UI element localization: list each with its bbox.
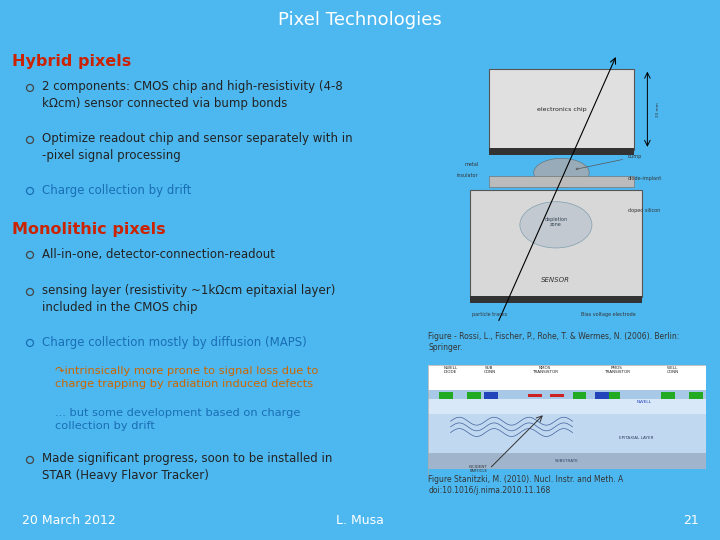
Bar	[689, 392, 703, 399]
Text: SUBSTRATE: SUBSTRATE	[555, 459, 579, 463]
Text: SENSOR: SENSOR	[541, 276, 570, 283]
Text: Pixel Technologies: Pixel Technologies	[278, 11, 442, 29]
Text: 20 March 2012: 20 March 2012	[22, 514, 115, 526]
Bar	[581, 399, 686, 416]
Text: diode-implant: diode-implant	[628, 176, 662, 181]
Bar	[428, 364, 706, 393]
Text: insulator: insulator	[456, 173, 478, 178]
Bar	[439, 392, 454, 399]
Text: EPITAXIAL LAYER: EPITAXIAL LAYER	[619, 436, 654, 440]
Text: All-in-one, detector-connection-readout: All-in-one, detector-connection-readout	[42, 248, 275, 261]
Text: Monolithic pixels: Monolithic pixels	[12, 222, 166, 237]
Text: Bias voltage electrode: Bias voltage electrode	[581, 312, 636, 317]
Text: electronics chip: electronics chip	[536, 107, 586, 112]
Text: L. Musa: L. Musa	[336, 514, 384, 526]
Text: SUB
CONN: SUB CONN	[483, 366, 495, 374]
Bar	[490, 176, 634, 187]
Text: 21: 21	[683, 514, 698, 526]
Text: Hybrid pixels: Hybrid pixels	[12, 54, 131, 69]
Text: depletion
zone: depletion zone	[544, 217, 567, 227]
Bar	[467, 392, 481, 399]
Text: ... but some development based on charge
collection by drift: ... but some development based on charge…	[55, 408, 300, 431]
Text: NWELL
DIODE: NWELL DIODE	[444, 366, 458, 374]
Ellipse shape	[520, 202, 592, 248]
Ellipse shape	[534, 158, 589, 187]
Text: PMOS
TRANSISTOR: PMOS TRANSISTOR	[604, 366, 630, 374]
Text: WELL
CONN: WELL CONN	[666, 366, 678, 374]
Text: INCIDENT
PARTICLE: INCIDENT PARTICLE	[469, 465, 487, 474]
Bar	[428, 399, 706, 453]
Text: NWELL: NWELL	[637, 400, 652, 404]
Bar	[470, 190, 642, 297]
Text: Charge collection mostly by diffusion (MAPS): Charge collection mostly by diffusion (M…	[42, 336, 307, 349]
Text: bump: bump	[576, 154, 642, 170]
Text: Made significant progress, soon to be installed in
STAR (Heavy Flavor Tracker): Made significant progress, soon to be in…	[42, 452, 333, 482]
Bar	[661, 392, 675, 399]
Bar	[484, 392, 498, 399]
Bar	[490, 148, 634, 156]
Bar	[528, 394, 542, 397]
Bar	[470, 295, 642, 303]
Bar	[428, 399, 706, 414]
Bar	[550, 394, 564, 397]
Bar	[606, 392, 620, 399]
Text: Charge collection by drift: Charge collection by drift	[42, 184, 192, 197]
Text: particle tracks: particle tracks	[472, 312, 507, 317]
Bar	[428, 390, 706, 401]
Text: 20 mm: 20 mm	[656, 102, 660, 117]
Text: NMOS
TRANSISTOR: NMOS TRANSISTOR	[532, 366, 558, 374]
Text: Figure Stanitzki, M. (2010). Nucl. Instr. and Meth. A
doi:10.1016/j.nima.2010.11: Figure Stanitzki, M. (2010). Nucl. Instr…	[428, 475, 624, 495]
Bar	[490, 69, 634, 150]
Text: ↷intrinsically more prone to signal loss due to
charge trapping by radiation ind: ↷intrinsically more prone to signal loss…	[55, 366, 318, 389]
Text: Figure - Rossi, L., Fischer, P., Rohe, T. & Wermes, N. (2006). Berlin:
Springer.: Figure - Rossi, L., Fischer, P., Rohe, T…	[428, 332, 680, 352]
Bar	[595, 392, 608, 399]
Text: 2 components: CMOS chip and high-resistivity (4-8
kΩcm) sensor connected via bum: 2 components: CMOS chip and high-resisti…	[42, 80, 343, 111]
Text: sensing layer (resistivity ~1kΩcm epitaxial layer)
included in the CMOS chip: sensing layer (resistivity ~1kΩcm epitax…	[42, 284, 336, 314]
Text: metal: metal	[464, 161, 478, 167]
Text: Optimize readout chip and sensor separately with in
-pixel signal processing: Optimize readout chip and sensor separat…	[42, 132, 353, 163]
Bar	[572, 392, 586, 399]
Text: doped silicon: doped silicon	[628, 208, 660, 213]
Bar	[428, 453, 706, 469]
